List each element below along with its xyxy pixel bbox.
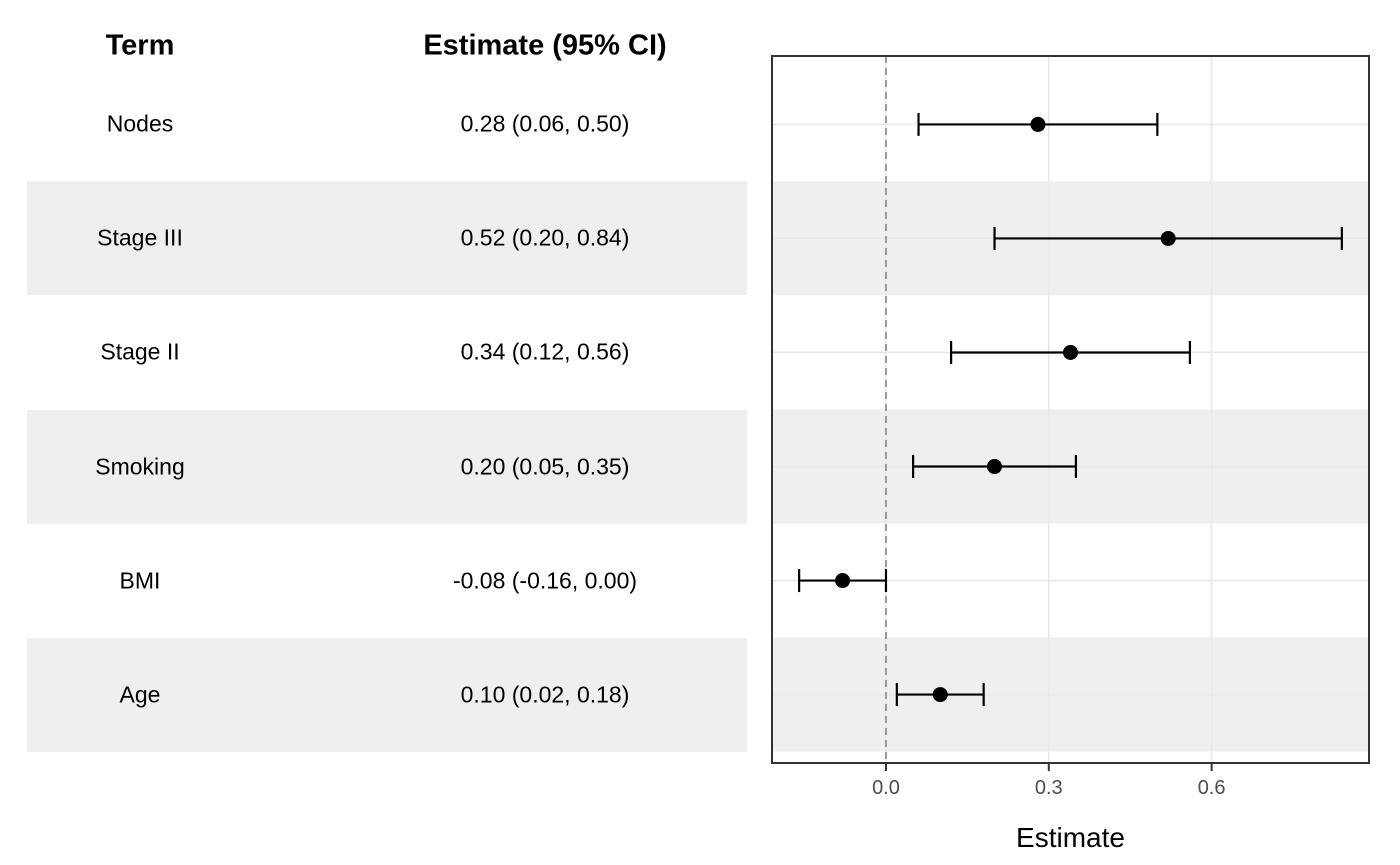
term-label: Stage II <box>100 338 180 365</box>
estimate-ci-label: 0.34 (0.12, 0.56) <box>460 338 630 365</box>
row-stripe <box>27 181 747 296</box>
estimate-point <box>835 573 851 589</box>
x-tick-label: 0.0 <box>872 777 900 799</box>
row-stripe <box>27 637 747 752</box>
estimate-ci-label: 0.20 (0.05, 0.35) <box>460 453 630 480</box>
panel-border <box>771 55 1370 764</box>
estimate-point <box>1160 230 1176 246</box>
estimate-ci-label: -0.08 (-0.16, 0.00) <box>452 567 638 594</box>
x-axis-title: Estimate <box>1016 822 1125 853</box>
estimate-point <box>1030 116 1046 132</box>
term-label: Nodes <box>106 110 174 137</box>
x-tick-label: 0.3 <box>1035 777 1063 799</box>
term-label: Smoking <box>95 453 185 480</box>
x-tick-label: 0.6 <box>1198 777 1226 799</box>
term-label: BMI <box>119 567 161 594</box>
estimate-point <box>987 459 1003 475</box>
term-label: Age <box>119 681 161 708</box>
estimate-point <box>1063 344 1078 360</box>
term-label: Stage III <box>97 224 183 251</box>
term-column-header: Term <box>105 29 175 62</box>
estimate-ci-label: 0.52 (0.20, 0.84) <box>460 224 630 251</box>
estimate-ci-label: 0.28 (0.06, 0.50) <box>460 110 630 137</box>
estimate-point <box>932 687 948 703</box>
estimate-column-header: Estimate (95% CI) <box>423 29 667 62</box>
estimate-ci-label: 0.10 (0.02, 0.18) <box>460 681 630 708</box>
row-stripe <box>27 409 747 524</box>
